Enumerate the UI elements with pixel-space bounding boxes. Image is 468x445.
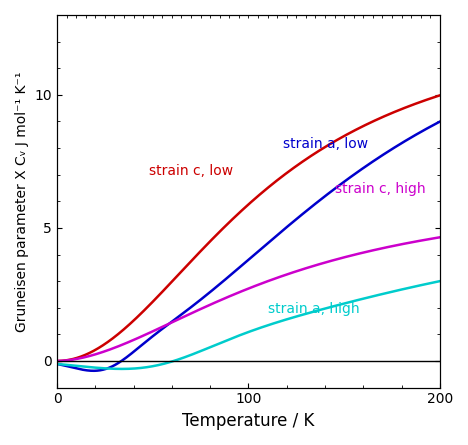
Text: strain a, low: strain a, low (283, 137, 368, 151)
Text: strain c, high: strain c, high (335, 182, 425, 196)
Text: strain a, high: strain a, high (268, 302, 359, 316)
Y-axis label: Gruneisen parameter X Cᵥ J mol⁻¹ K⁻¹: Gruneisen parameter X Cᵥ J mol⁻¹ K⁻¹ (15, 71, 29, 332)
Text: strain c, low: strain c, low (149, 164, 233, 178)
X-axis label: Temperature / K: Temperature / K (182, 412, 314, 430)
